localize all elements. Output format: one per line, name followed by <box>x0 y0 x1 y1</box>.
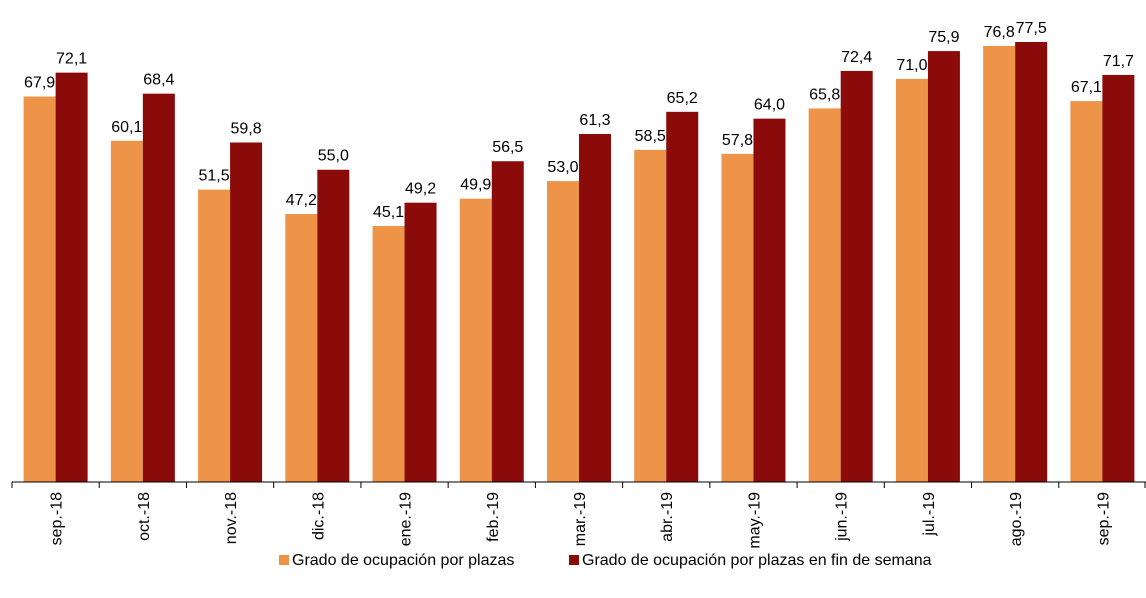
data-label-fin-de-semana-6: 61,3 <box>579 112 610 129</box>
bar-fin-de-semana-2 <box>230 142 263 482</box>
bar-ocupacion-1 <box>110 140 143 482</box>
data-label-fin-de-semana-1: 68,4 <box>143 72 174 89</box>
bar-fin-de-semana-12 <box>1102 74 1135 483</box>
data-label-ocupacion-1: 60,1 <box>111 119 142 136</box>
data-label-fin-de-semana-5: 56,5 <box>492 139 523 156</box>
data-labels-layer: 67,972,1 60,1 68,4 51,5 59,8 47,2 55,0 45,149,2… <box>24 20 1134 221</box>
data-label-ocupacion-5: 49,9 <box>460 177 491 194</box>
data-label-fin-de-semana-3: 55,0 <box>318 148 349 165</box>
x-tick-label-3: dic.-18 <box>310 492 327 540</box>
bar-ocupacion-9 <box>808 108 841 482</box>
bar-fin-de-semana-9 <box>840 70 873 483</box>
bar-ocupacion-2 <box>198 189 231 482</box>
legend-swatch-series-2 <box>569 555 579 565</box>
bar-fin-de-semana-5 <box>491 161 524 482</box>
bar-fin-de-semana-1 <box>142 93 175 482</box>
bar-ocupacion-6 <box>547 181 579 482</box>
data-label-fin-de-semana-2: 59,8 <box>231 120 262 137</box>
data-label-fin-de-semana-4: 49,2 <box>405 181 436 198</box>
legend-label-series-1: Grado de ocupación por plazas <box>292 552 514 569</box>
data-label-fin-de-semana-9: 72,4 <box>841 49 872 66</box>
bar-ocupacion-3 <box>285 214 318 482</box>
x-tick-label-5: feb.-19 <box>485 492 502 542</box>
x-tick-label-1: oct.-18 <box>136 492 153 541</box>
bar-ocupacion-8 <box>721 153 754 482</box>
data-label-ocupacion-12: 67,1 <box>1071 79 1102 96</box>
legend-swatch-series-1 <box>279 555 289 565</box>
x-tick-label-12: sep.-19 <box>1095 492 1112 545</box>
x-axis-ticks-layer: sep.-18 oct.-18 nov.-18 dic.-18 ene.-19 feb.-… <box>11 482 1146 549</box>
data-label-ocupacion-9: 65,8 <box>809 86 840 103</box>
bar-fin-de-semana-8 <box>753 118 786 482</box>
x-tick-label-7: abr.-19 <box>659 492 676 542</box>
data-label-ocupacion-6: 53,0 <box>547 159 578 176</box>
data-label-ocupacion-8: 57,8 <box>722 132 753 149</box>
x-tick-label-0: sep.-18 <box>49 492 66 545</box>
x-tick-label-6: mar.-19 <box>572 492 589 546</box>
bars-layer <box>23 42 1135 483</box>
bar-fin-de-semana-3 <box>317 169 350 482</box>
bar-ocupacion-7 <box>634 149 667 482</box>
bar-ocupacion-10 <box>895 78 928 482</box>
bar-ocupacion-0 <box>23 96 56 482</box>
data-label-ocupacion-11: 76,8 <box>984 24 1015 41</box>
legend: Grado de ocupación por plazas Grado de o… <box>279 552 932 569</box>
bar-fin-de-semana-10 <box>927 51 960 483</box>
x-tick-label-11: ago.-19 <box>1008 492 1025 546</box>
x-tick-label-9: jun.-19 <box>834 492 851 542</box>
bar-ocupacion-11 <box>983 45 1016 483</box>
bar-ocupacion-12 <box>1070 101 1103 482</box>
bar-fin-de-semana-11 <box>1015 42 1048 482</box>
bar-ocupacion-5 <box>459 198 492 482</box>
data-label-ocupacion-0: 67,9 <box>24 75 55 92</box>
data-label-fin-de-semana-0: 72,1 <box>56 51 87 68</box>
bar-fin-de-semana-7 <box>666 111 699 482</box>
x-tick-label-2: nov.-18 <box>223 492 240 544</box>
legend-label-series-2: Grado de ocupación por plazas en fin de … <box>582 552 932 569</box>
data-label-fin-de-semana-7: 65,2 <box>667 90 698 107</box>
data-label-fin-de-semana-12: 71,7 <box>1103 53 1134 70</box>
data-label-ocupacion-7: 58,5 <box>635 128 666 145</box>
data-label-ocupacion-2: 51,5 <box>199 168 230 185</box>
data-label-fin-de-semana-8: 64,0 <box>754 97 785 114</box>
data-label-ocupacion-3: 47,2 <box>286 192 317 209</box>
bar-fin-de-semana-0 <box>55 72 88 482</box>
data-label-fin-de-semana-10: 75,9 <box>928 29 959 46</box>
bar-fin-de-semana-6 <box>579 133 611 483</box>
data-label-fin-de-semana-11: 77,5 <box>1016 20 1047 37</box>
data-label-ocupacion-10: 71,0 <box>896 57 927 74</box>
x-tick-label-8: may.-19 <box>746 492 763 549</box>
x-tick-label-4: ene.-19 <box>398 492 415 546</box>
data-label-ocupacion-4: 45,1 <box>373 204 404 221</box>
bar-fin-de-semana-4 <box>404 202 437 483</box>
bar-ocupacion-4 <box>372 225 405 483</box>
x-tick-label-10: jul.-19 <box>921 492 938 537</box>
